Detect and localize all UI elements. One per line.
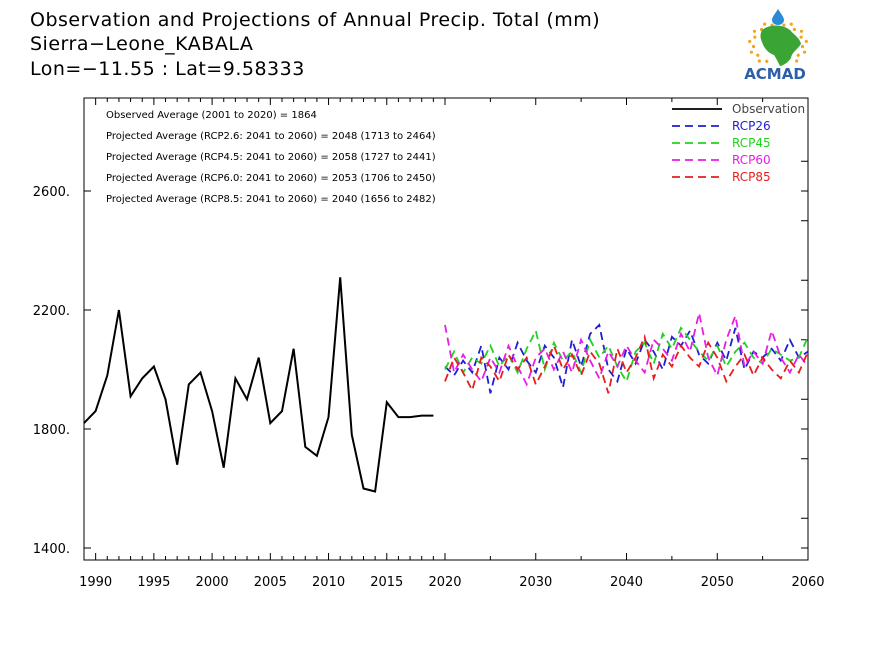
chart-subtitle-coordinates: Lon=−11.55 : Lat=9.58333 [30,58,305,80]
y-tick-label: 1400. [33,542,70,557]
acmad-logo: ACMAD [744,9,808,83]
x-tick-label: 2020 [428,575,461,590]
x-tick-label: 2010 [312,575,345,590]
series-line-rcp85 [444,333,809,394]
annotation-rcp85-average: Projected Average (RCP8.5: 2041 to 2060)… [106,194,436,205]
x-tick-label: 1995 [137,575,170,590]
africa-map-logo-icon [748,9,808,66]
series-layer [83,277,809,493]
legend-label-rcp60: RCP60 [732,153,771,167]
series-line-observation [83,277,434,493]
series-line-rcp60 [444,312,809,387]
annotation-block: Observed Average (2001 to 2020) = 1864 P… [106,110,436,205]
x-tick-label: 2030 [519,575,552,590]
legend-label-rcp26: RCP26 [732,119,771,133]
x-tick-label: 2050 [701,575,734,590]
y-tick-label: 2200. [33,304,70,319]
annotation-rcp45-average: Projected Average (RCP4.5: 2041 to 2060)… [106,152,436,163]
legend: Observation RCP26 RCP45 RCP60 RCP85 [672,102,805,184]
legend-label-observation: Observation [732,102,805,116]
chart-subtitle-station: Sierra−Leone_KABALA [30,33,253,55]
y-axis: 1400. 1800. 2200. 2600. [33,160,808,557]
y-tick-label: 1800. [33,423,70,438]
x-tick-label: 2060 [791,575,824,590]
series-line-rcp26 [444,323,809,394]
chart-title: Observation and Projections of Annual Pr… [30,9,600,31]
y-tick-label: 2600. [33,185,70,200]
x-tick-label: 2015 [370,575,403,590]
x-tick-label: 2005 [254,575,287,590]
x-axis: 1990 1995 2000 2005 2010 2015 2020 2030 2040 2050… [79,98,825,590]
legend-label-rcp85: RCP85 [732,170,771,184]
annotation-rcp60-average: Projected Average (RCP6.0: 2041 to 2060)… [106,173,436,184]
legend-label-rcp45: RCP45 [732,136,771,150]
annotation-rcp26-average: Projected Average (RCP2.6: 2041 to 2060)… [106,131,436,142]
series-line-rcp45 [444,326,809,384]
x-tick-label: 2000 [196,575,229,590]
plot-frame [83,97,809,561]
acmad-logo-text: ACMAD [744,65,806,83]
annotation-observed-average: Observed Average (2001 to 2020) = 1864 [106,110,317,121]
x-tick-label: 1990 [79,575,112,590]
x-tick-label: 2040 [610,575,643,590]
